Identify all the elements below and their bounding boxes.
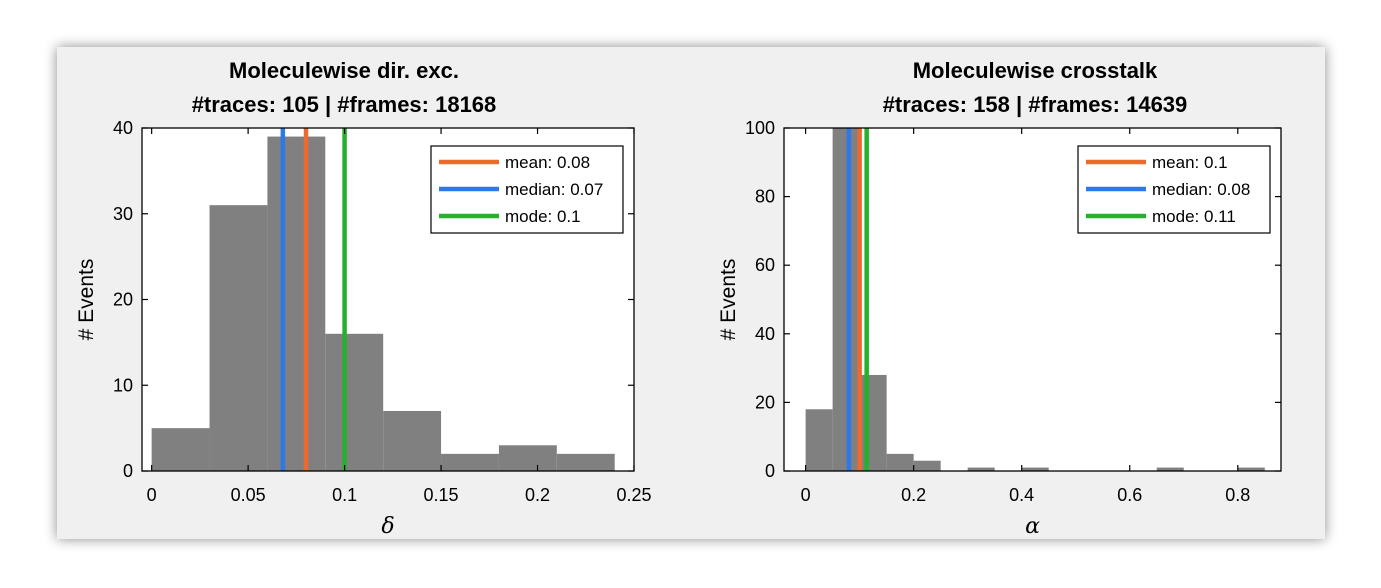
histogram-bar (441, 453, 499, 471)
x-tick-label: 0.25 (616, 485, 651, 505)
legend-label-mode: mode: 0.1 (505, 207, 581, 226)
y-tick-label: 0 (765, 461, 775, 481)
x-axis-label: δ (381, 514, 394, 539)
x-tick-label: 0.05 (231, 485, 266, 505)
chart-subtitle: #traces: 105 | #frames: 18168 (192, 92, 497, 117)
histogram-bar (267, 136, 326, 471)
histogram-bar (913, 460, 941, 471)
x-tick-label: 0 (801, 485, 811, 505)
legend-label-mean: mean: 0.08 (505, 153, 590, 172)
histogram-bar (967, 467, 995, 471)
y-tick-label: 40 (755, 324, 775, 344)
histogram-bar (209, 205, 268, 471)
histogram-bar (498, 445, 557, 471)
histogram-bar (556, 453, 615, 471)
figure-panel: Moleculewise dir. exc. #traces: 105 | #fr… (57, 47, 1325, 539)
histogram-bar (832, 128, 860, 471)
histogram-figure: Moleculewise dir. exc. #traces: 105 | #fr… (75, 58, 1282, 539)
legend-label-median: median: 0.08 (1152, 180, 1250, 199)
x-tick-label: 0.15 (424, 485, 459, 505)
y-tick-label: 100 (745, 118, 775, 138)
y-axis-label: # Events (717, 259, 740, 341)
histogram-bar (1237, 467, 1265, 471)
x-axis-label: α (1025, 514, 1040, 539)
histogram-bar (383, 410, 442, 471)
histogram-bar (151, 428, 210, 471)
x-tick-label: 0.8 (1225, 485, 1250, 505)
x-tick-label: 0.2 (901, 485, 926, 505)
y-tick-label: 40 (113, 118, 133, 138)
y-tick-label: 10 (113, 375, 133, 395)
y-tick-label: 0 (123, 461, 133, 481)
y-tick-label: 60 (755, 255, 775, 275)
legend-label-mean: mean: 0.1 (1152, 153, 1228, 172)
bars-group (805, 128, 1265, 471)
histogram-bar (859, 374, 887, 471)
x-tick-label: 0 (147, 485, 157, 505)
histogram-bar (886, 453, 914, 471)
chart-title: Moleculewise dir. exc. (229, 58, 459, 83)
x-tick-label: 0.4 (1009, 485, 1034, 505)
axes-box (783, 127, 1282, 472)
x-tick-label: 0.6 (1117, 485, 1142, 505)
histogram-bar (1156, 467, 1184, 471)
y-tick-label: 80 (755, 187, 775, 207)
y-tick-label: 20 (755, 392, 775, 412)
chart-subtitle: #traces: 158 | #frames: 14639 (883, 92, 1188, 117)
histogram-bar (325, 333, 384, 471)
histogram-bar (805, 409, 833, 471)
y-tick-label: 30 (113, 204, 133, 224)
legend-label-median: median: 0.07 (505, 180, 603, 199)
histogram-bar (1021, 467, 1049, 471)
bars-group (151, 128, 615, 471)
y-axis-label: # Events (75, 259, 98, 341)
chart-title: Moleculewise crosstalk (913, 58, 1158, 83)
x-tick-label: 0.1 (332, 485, 357, 505)
legend-label-mode: mode: 0.11 (1152, 207, 1236, 226)
y-tick-label: 20 (113, 290, 133, 310)
x-tick-label: 0.2 (525, 485, 550, 505)
